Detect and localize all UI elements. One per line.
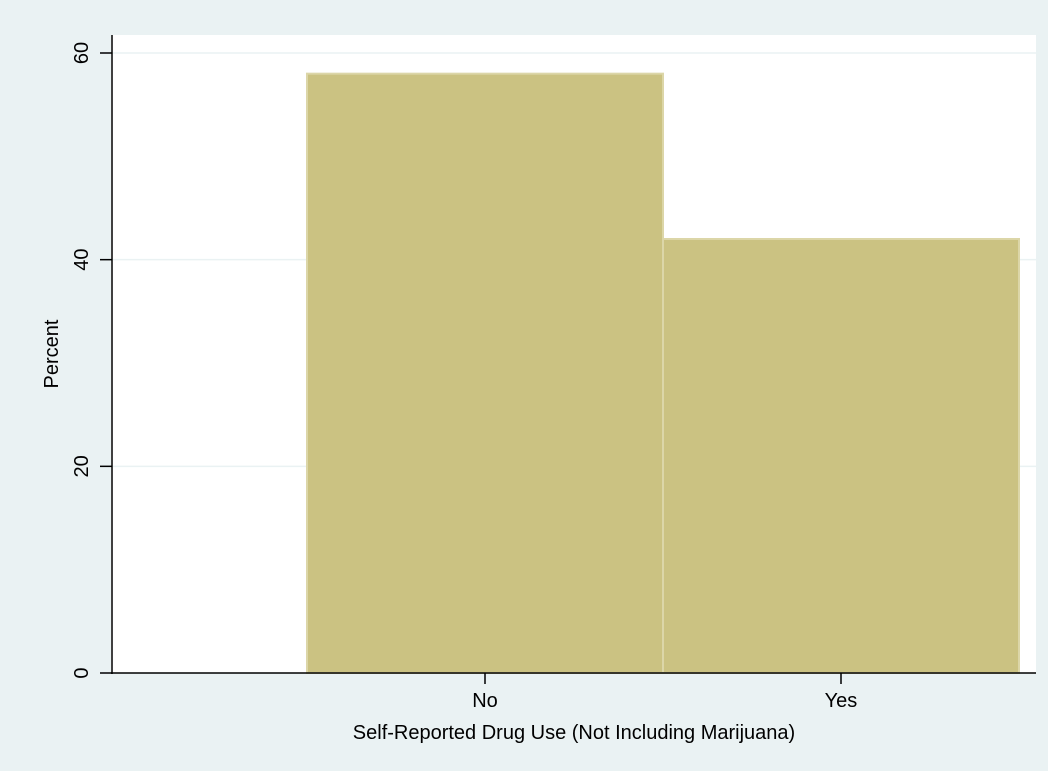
y-tick-label: 40	[71, 249, 93, 271]
y-tick-label: 20	[71, 455, 93, 477]
x-tick-label: No	[472, 690, 498, 712]
x-tick-label: Yes	[825, 690, 858, 712]
y-tick-label: 0	[71, 667, 93, 678]
axes	[111, 35, 1036, 674]
x-axis-title: Self-Reported Drug Use (Not Including Ma…	[353, 722, 795, 744]
y-tick-label: 60	[71, 42, 93, 64]
y-ticks: 0 20 40 60	[71, 42, 112, 679]
bar-yes	[662, 238, 1020, 674]
bar-no	[306, 72, 664, 674]
y-axis-title: Percent	[41, 319, 63, 388]
x-ticks: No Yes	[472, 673, 857, 712]
bars	[306, 72, 1020, 674]
